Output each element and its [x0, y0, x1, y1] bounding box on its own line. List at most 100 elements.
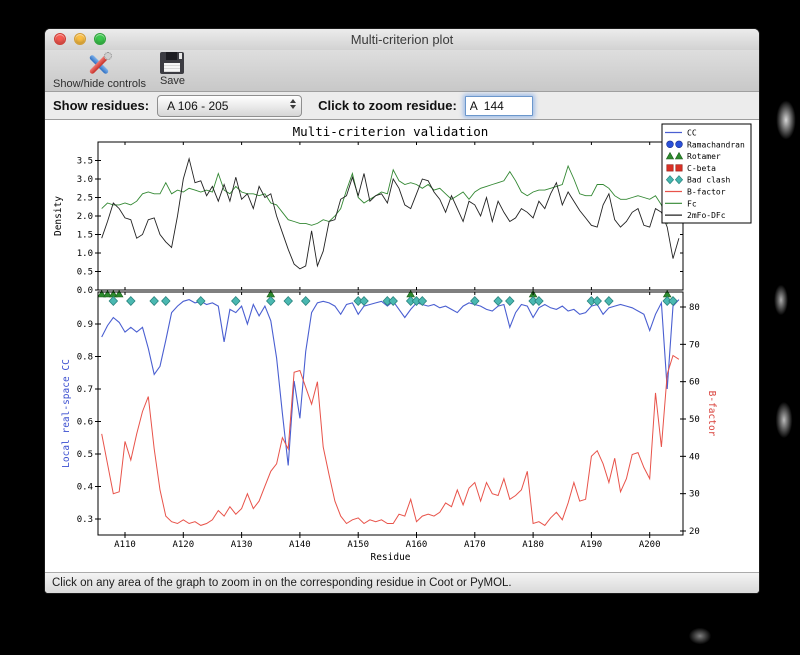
- save-button[interactable]: Save: [160, 50, 185, 87]
- x-tick-label: A110: [114, 540, 136, 550]
- bad-clash-marker[interactable]: [265, 296, 276, 306]
- legend-ramachandran-icon: [675, 140, 683, 148]
- legend-ramachandran-icon: [666, 140, 674, 148]
- bad-clash-marker[interactable]: [493, 296, 503, 306]
- bad-clash-marker[interactable]: [126, 296, 136, 306]
- cc-axis-label: Local real-space CC: [61, 359, 72, 468]
- series-CC: [101, 299, 680, 466]
- bfactor-tick-label: 50: [689, 415, 700, 425]
- title-bar[interactable]: Multi-criterion plot: [45, 29, 759, 51]
- bfactor-tick-label: 40: [689, 452, 700, 462]
- x-axis-label: Residue: [370, 552, 410, 563]
- cc-tick-label: 0.3: [77, 515, 93, 525]
- bad-clash-marker[interactable]: [196, 296, 206, 306]
- legend-label: Rotamer: [687, 152, 721, 161]
- bfactor-axis-label: B-factor: [706, 391, 717, 437]
- bad-clash-marker[interactable]: [359, 296, 369, 306]
- bfactor-tick-label: 20: [689, 527, 700, 537]
- bfactor-tick-label: 70: [689, 340, 700, 350]
- legend-label: Ramachandran: [687, 140, 745, 149]
- series-Fc: [101, 164, 680, 226]
- bad-clash-marker[interactable]: [668, 296, 678, 306]
- bad-clash-marker[interactable]: [505, 296, 515, 306]
- density-tick-label: 2.5: [77, 194, 93, 204]
- density-tick-label: 0.5: [77, 268, 93, 278]
- legend-cbeta-icon: [675, 164, 683, 172]
- density-tick-label: 1.0: [77, 249, 93, 259]
- rotamer-outlier-marker[interactable]: [97, 289, 107, 298]
- series-B-factor: [101, 354, 680, 527]
- plot-area[interactable]: Multi-criterion validation A110 A120 A130 A1…: [45, 120, 759, 574]
- x-tick-label: A200: [639, 540, 661, 550]
- controls-bar: Show residues: A 106 - 205 Click to zoom…: [45, 92, 759, 120]
- x-tick-label: A130: [231, 540, 253, 550]
- bfactor-tick-label: 30: [689, 490, 700, 500]
- bad-clash-marker[interactable]: [283, 296, 293, 306]
- close-button[interactable]: [54, 33, 66, 45]
- bad-clash-marker[interactable]: [592, 296, 602, 306]
- show-hide-controls-button[interactable]: Show/hide controls: [53, 50, 146, 90]
- legend-cbeta-icon: [666, 164, 674, 172]
- bad-clash-marker[interactable]: [231, 296, 241, 306]
- cc-tick-label: 0.8: [77, 353, 93, 363]
- x-tick-label: A180: [522, 540, 544, 550]
- status-bar: Click on any area of the graph to zoom i…: [45, 572, 759, 593]
- legend-label: CC: [687, 129, 697, 138]
- density-tick-label: 0.0: [77, 286, 93, 296]
- bad-clash-marker[interactable]: [417, 296, 428, 306]
- x-tick-label: A160: [406, 540, 428, 550]
- legend-badclash-icon: [665, 175, 675, 185]
- status-hint-text: Click on any area of the graph to zoom i…: [52, 577, 512, 589]
- x-tick-label: A140: [289, 540, 311, 550]
- density-tick-label: 1.5: [77, 231, 93, 241]
- x-tick-label: A170: [464, 540, 486, 550]
- cc-tick-label: 0.9: [77, 320, 93, 330]
- legend-rotamer-icon: [674, 151, 684, 160]
- legend-label: C-beta: [687, 164, 716, 173]
- bad-clash-marker[interactable]: [149, 296, 159, 306]
- stepper-arrows-icon: [290, 98, 297, 109]
- series-2mFo-DFc: [101, 156, 680, 270]
- x-tick-label: A120: [172, 540, 194, 550]
- zoom-residue-input[interactable]: [464, 95, 533, 116]
- cc-tick-label: 0.5: [77, 450, 93, 460]
- cc-tick-label: 0.4: [77, 483, 93, 493]
- bad-clash-marker[interactable]: [300, 296, 311, 306]
- density-tick-label: 3.0: [77, 175, 93, 185]
- bad-clash-marker[interactable]: [534, 296, 544, 306]
- legend-label: 2mFo-DFc: [687, 211, 726, 220]
- toolbar: Show/hide controls Save: [45, 50, 759, 92]
- show-residues-dropdown[interactable]: A 106 - 205: [157, 94, 303, 117]
- window-title: Multi-criterion plot: [350, 32, 454, 47]
- density-axis-label: Density: [53, 196, 64, 236]
- rotamer-outlier-marker[interactable]: [114, 289, 124, 298]
- zoom-window-button[interactable]: [94, 33, 106, 45]
- rotamer-outlier-marker[interactable]: [103, 289, 112, 298]
- x-tick-label: A190: [581, 540, 603, 550]
- axes-frame: [97, 291, 684, 536]
- show-residues-value: A 106 - 205: [167, 98, 229, 113]
- legend-box: [661, 123, 752, 224]
- density-tick-label: 3.5: [77, 157, 93, 167]
- x-tick-label: A150: [347, 540, 369, 550]
- bad-clash-marker[interactable]: [108, 296, 119, 306]
- bad-clash-marker[interactable]: [470, 296, 480, 306]
- legend-label: Fc: [687, 199, 697, 208]
- cc-tick-label: 0.7: [77, 385, 93, 395]
- zoom-residue-label: Click to zoom residue:: [318, 98, 457, 113]
- chart-title: Multi-criterion validation: [293, 124, 489, 139]
- bfactor-tick-label: 60: [689, 378, 700, 388]
- floppy-disk-icon: [160, 52, 185, 74]
- minimize-button[interactable]: [74, 33, 86, 45]
- bfactor-tick-label: 80: [689, 303, 700, 313]
- multi-criterion-chart[interactable]: Multi-criterion validation A110 A120 A130 A1…: [45, 120, 760, 574]
- axes-frame: [97, 141, 684, 291]
- bad-clash-marker[interactable]: [604, 296, 614, 306]
- tools-icon: [85, 52, 113, 77]
- bad-clash-marker[interactable]: [388, 296, 398, 306]
- show-residues-label: Show residues:: [53, 98, 150, 113]
- legend-rotamer-icon: [665, 151, 675, 160]
- density-tick-label: 2.0: [77, 212, 93, 222]
- bad-clash-marker[interactable]: [161, 296, 171, 306]
- save-label: Save: [159, 75, 186, 87]
